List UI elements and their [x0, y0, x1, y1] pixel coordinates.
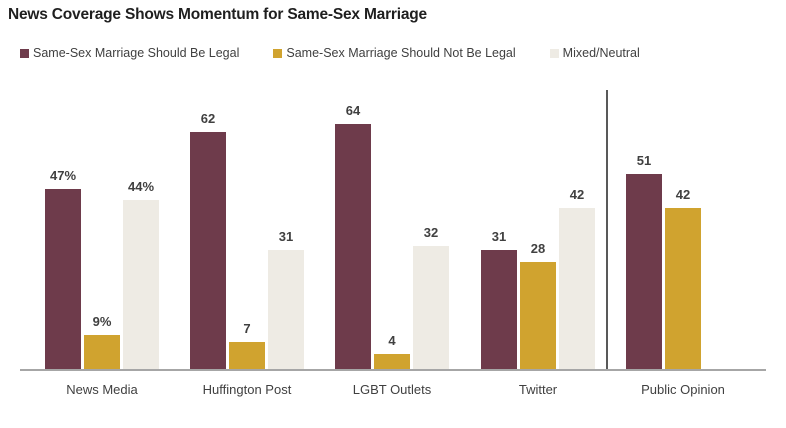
value-label: 64 — [345, 103, 361, 118]
legend-item-mixed: Mixed/Neutral — [549, 46, 640, 60]
bar — [84, 335, 120, 369]
legend: Same-Sex Marriage Should Be Legal Same-S… — [20, 46, 640, 60]
bar — [665, 208, 701, 369]
value-label: 44% — [127, 179, 155, 194]
category-label: LGBT Outlets — [352, 382, 432, 397]
value-label: 9% — [92, 314, 112, 329]
bar — [481, 250, 517, 369]
category-label: Twitter — [518, 382, 558, 397]
bar — [335, 124, 371, 369]
bar — [45, 189, 81, 369]
bar — [123, 200, 159, 369]
legend-label-not-legal: Same-Sex Marriage Should Not Be Legal — [286, 46, 516, 60]
legend-label-legal: Same-Sex Marriage Should Be Legal — [33, 46, 240, 60]
bar — [559, 208, 595, 369]
x-axis-line — [20, 369, 766, 371]
value-label: 28 — [530, 241, 546, 256]
value-label: 4 — [388, 333, 396, 348]
bar — [626, 174, 662, 369]
value-label: 47% — [49, 168, 77, 183]
value-label: 62 — [200, 111, 216, 126]
legend-item-legal: Same-Sex Marriage Should Be Legal — [20, 46, 239, 60]
value-label: 42 — [569, 187, 585, 202]
bar — [413, 246, 449, 369]
category-label: News Media — [66, 382, 138, 397]
legend-swatch-legal-icon — [20, 48, 29, 58]
value-label: 42 — [675, 187, 691, 202]
value-label: 31 — [491, 229, 507, 244]
bar — [268, 250, 304, 369]
bar — [229, 342, 265, 369]
bar — [520, 262, 556, 369]
value-label: 51 — [636, 153, 652, 168]
legend-swatch-not-legal-icon — [273, 48, 283, 58]
divider-line — [606, 90, 608, 371]
value-label: 7 — [243, 321, 251, 336]
bar — [190, 132, 226, 369]
value-label: 32 — [423, 225, 439, 240]
legend-swatch-mixed-icon — [549, 48, 559, 58]
legend-item-not-legal: Same-Sex Marriage Should Not Be Legal — [273, 46, 516, 60]
category-label: Huffington Post — [202, 382, 292, 397]
category-label: Public Opinion — [641, 382, 725, 397]
legend-label-mixed: Mixed/Neutral — [562, 46, 640, 60]
chart-title: News Coverage Shows Momentum for Same-Se… — [8, 6, 427, 23]
bar — [374, 354, 410, 369]
value-label: 31 — [278, 229, 294, 244]
